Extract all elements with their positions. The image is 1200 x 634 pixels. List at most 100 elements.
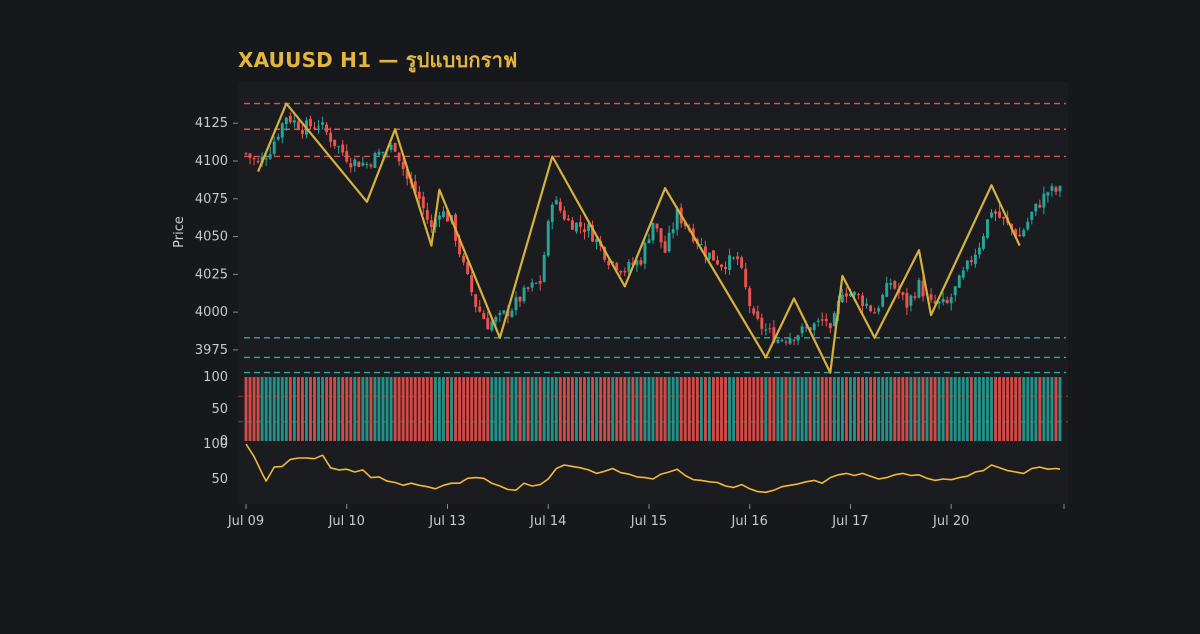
candle-body [325,124,328,132]
volume-bar [547,377,550,441]
candle-body [978,248,981,255]
candle-body [652,223,655,241]
candle-body [873,312,876,313]
candle-body [974,255,977,264]
candle-body [825,319,828,321]
candle-body [789,338,792,344]
candle-body [720,265,723,268]
candle-body [365,164,368,165]
x-tick-label: Jul 17 [831,514,868,529]
volume-bar [797,377,800,441]
candle-body [821,319,824,320]
volume-bar [551,377,554,441]
volume-bar [1010,377,1013,441]
volume-bar [901,377,904,441]
candle-body [643,243,646,264]
volume-bar [373,377,376,441]
candle-body [1026,222,1029,230]
volume-bar [333,377,336,441]
candle-body [563,211,566,220]
volume-bar [768,377,771,441]
candle-body [289,116,292,122]
volume-bar [559,377,562,441]
volume-tick-label: 100 [203,370,228,385]
volume-bar [563,377,566,441]
candle-body [982,236,985,249]
volume-bar [365,377,368,441]
price-tick-label: 3975 [195,343,228,358]
candle-body [881,295,884,307]
volume-bar [627,377,630,441]
candle-body [623,271,626,272]
volume-bar [353,377,356,441]
candle-body [768,328,771,329]
volume-bar [837,377,840,441]
volume-bar [567,377,570,441]
candle-body [285,118,288,124]
candle-body [313,127,316,128]
volume-bar [511,377,514,441]
candle-body [575,223,578,232]
volume-bar [543,377,546,441]
candle-body [913,296,916,298]
x-tick-label: Jul 15 [630,514,667,529]
volume-bar [1050,377,1053,441]
candle-body [535,283,538,284]
candle-body [744,269,747,287]
volume-bar [378,377,381,441]
volume-bar [603,377,606,441]
volume-bar [482,377,485,441]
candle-body [986,219,989,237]
volume-bar [676,377,679,441]
candle-body [1042,194,1045,208]
volume-bar [889,377,892,441]
candle-body [990,212,993,217]
volume-bar [1006,377,1009,441]
candle-body [857,294,860,295]
volume-bar [579,377,582,441]
candle-body [486,318,489,329]
volume-bar [438,377,441,441]
candle-body [760,318,763,329]
volume-bar [527,377,530,441]
volume-bar [309,377,312,441]
volume-bar [1042,377,1045,441]
candle-body [333,140,336,146]
volume-bar [394,377,397,441]
candle-body [785,342,788,343]
volume-bar [490,377,493,441]
candle-body [571,220,574,229]
x-tick-label: Jul 10 [328,514,365,529]
volume-bar [611,377,614,441]
volume-bar [748,377,751,441]
volume-bar [764,377,767,441]
volume-bar [502,377,505,441]
volume-bar [422,377,425,441]
volume-bar [486,377,489,441]
volume-bar [865,377,868,441]
volume-bar [269,377,272,441]
volume-bar [704,377,707,441]
volume-bar [369,377,372,441]
volume-bar [406,377,409,441]
volume-bar [652,377,655,441]
volume-bar [498,377,501,441]
candle-body [1030,212,1033,220]
candle-body [780,340,783,341]
candle-body [390,145,393,150]
candle-body [752,308,755,313]
volume-bar [506,377,509,441]
volume-bar [410,377,413,441]
volume-bar [1014,377,1017,441]
volume-bar [337,377,340,441]
volume-bar [635,377,638,441]
volume-bar [885,377,888,441]
volume-bar [414,377,417,441]
candle-body [1055,187,1058,191]
candle-body [930,294,933,299]
candle-body [728,255,731,270]
candle-body [273,142,276,154]
candle-body [918,280,921,298]
indicator-tick-label: 100 [203,437,228,452]
